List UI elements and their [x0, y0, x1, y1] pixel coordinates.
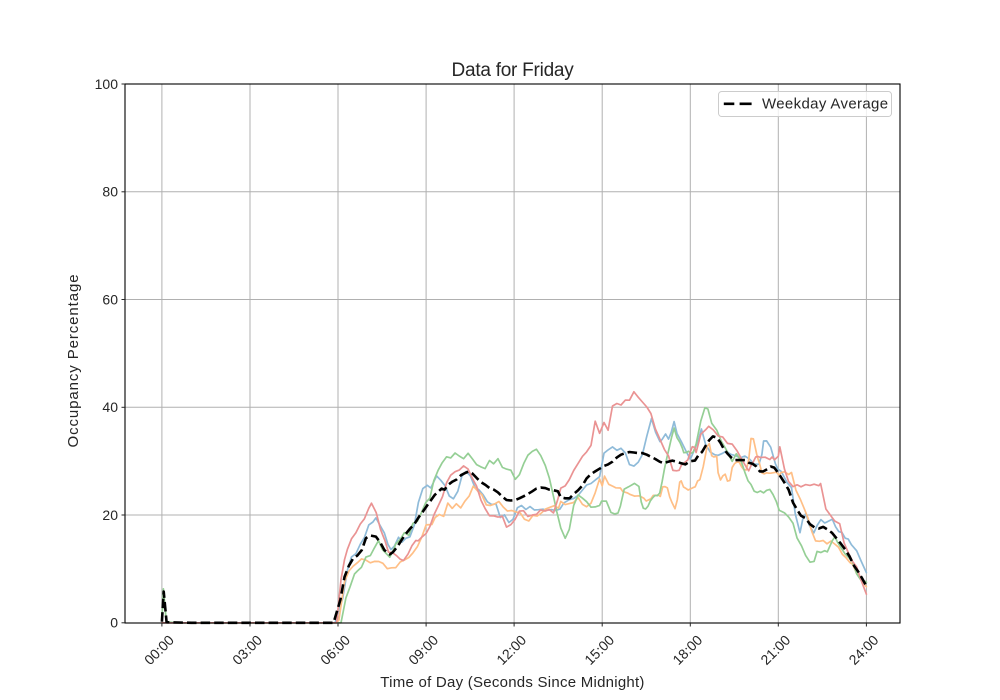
svg-text:Data for Friday: Data for Friday: [452, 60, 575, 81]
svg-text:40: 40: [102, 399, 118, 415]
svg-text:80: 80: [102, 184, 118, 200]
svg-text:60: 60: [102, 291, 118, 307]
svg-text:100: 100: [95, 76, 119, 92]
svg-text:20: 20: [102, 507, 118, 523]
svg-text:0: 0: [110, 615, 118, 631]
svg-text:Time of Day (Seconds Since Mid: Time of Day (Seconds Since Midnight): [380, 674, 644, 691]
svg-text:Weekday Average: Weekday Average: [762, 95, 888, 112]
svg-text:Occupancy Percentage: Occupancy Percentage: [65, 274, 82, 448]
